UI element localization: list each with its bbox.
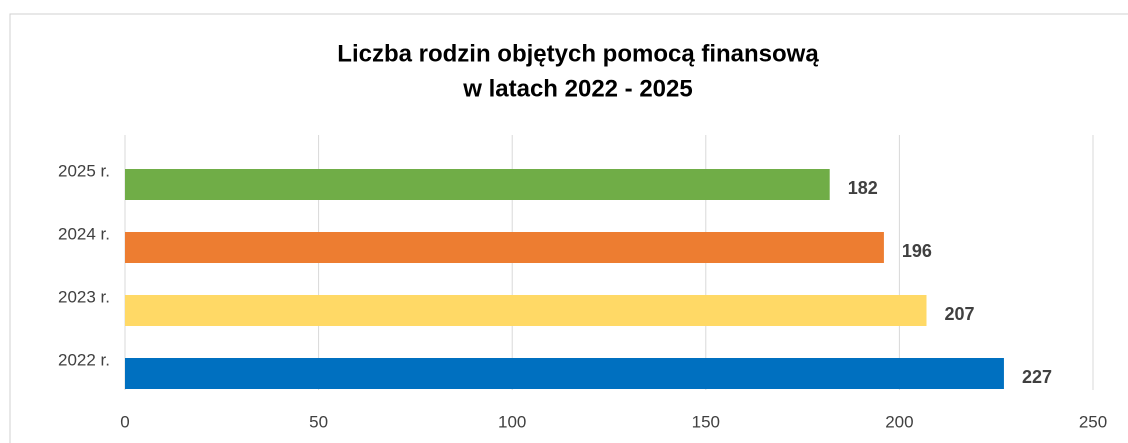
x-tick-label: 50: [309, 412, 328, 431]
x-tick-label: 150: [692, 412, 720, 431]
value-label: 196: [902, 241, 932, 261]
value-label: 207: [945, 304, 975, 324]
chart-border: [9, 13, 1128, 443]
x-tick-label: 200: [885, 412, 913, 431]
bar: [125, 232, 884, 263]
x-tick-label: 0: [120, 412, 129, 431]
value-label: 182: [848, 178, 878, 198]
y-tick-label: 2024 r.: [58, 224, 110, 243]
y-tick-label: 2023 r.: [58, 287, 110, 306]
y-tick-label: 2022 r.: [58, 350, 110, 369]
y-tick-label: 2025 r.: [58, 161, 110, 180]
bar: [125, 295, 927, 326]
bar: [125, 169, 830, 200]
bar: [125, 358, 1004, 389]
chart-title: w latach 2022 - 2025: [462, 75, 692, 102]
value-label: 227: [1022, 367, 1052, 387]
chart-title: Liczba rodzin objętych pomocą finansową: [337, 40, 819, 67]
x-tick-label: 100: [498, 412, 526, 431]
x-tick-label: 250: [1079, 412, 1107, 431]
